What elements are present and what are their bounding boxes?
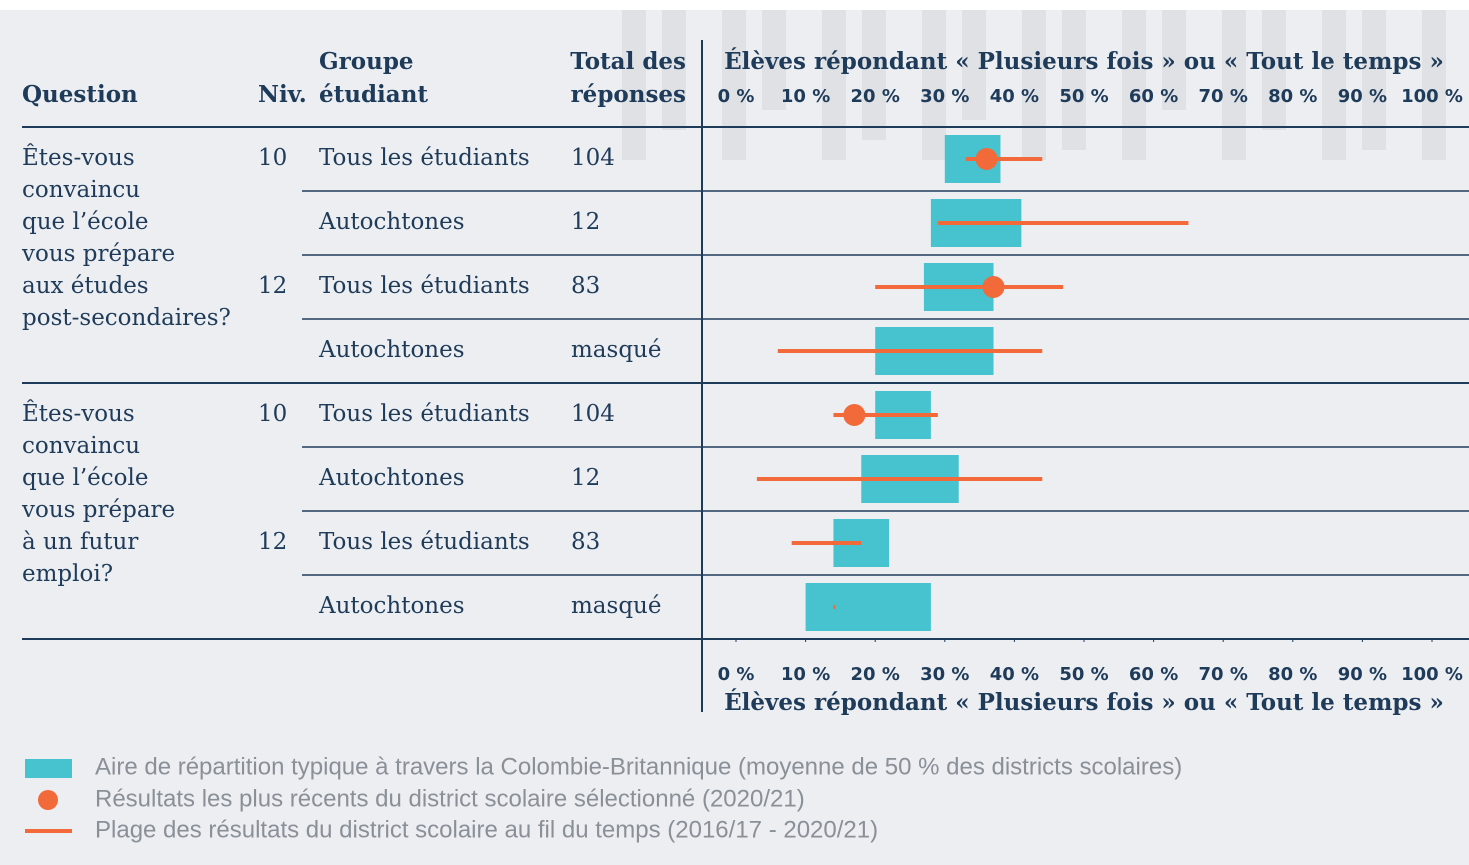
x-tick-label: 20 % [851, 664, 900, 685]
x-tick-label: 60 % [1129, 664, 1178, 685]
question-text: Êtes-vous [22, 144, 135, 171]
decoration [622, 10, 1446, 160]
x-tick-label: 50 % [1059, 664, 1108, 685]
range [937, 221, 1189, 225]
range [833, 605, 836, 609]
total: masqué [571, 337, 661, 363]
dot [843, 404, 866, 426]
question-text: vous prépare [21, 497, 175, 523]
total: 104 [571, 145, 615, 171]
question-text: vous prépare [21, 241, 175, 267]
header-total: réponses [571, 81, 686, 108]
group-name: Autochtones [318, 593, 465, 619]
x-tick-label: 60 % [1129, 86, 1178, 107]
group-name: Tous les étudiants [319, 401, 530, 427]
question-text: post-secondaires? [22, 305, 231, 331]
header-question: Question [22, 81, 138, 108]
x-tick-label: 10 % [781, 86, 830, 107]
question-text: emploi? [22, 561, 113, 587]
x-tick-label: 100 % [1401, 86, 1463, 107]
group-name: Autochtones [318, 337, 465, 363]
question-text: convaincu [22, 433, 140, 459]
x-tick-label: 90 % [1338, 664, 1387, 685]
axis-title: Élèves répondant « Plusieurs fois » ou «… [724, 689, 1444, 716]
total: masqué [571, 593, 661, 619]
question-text: aux études [22, 273, 149, 299]
legend-swatch [25, 759, 72, 778]
x-tick-label: 50 % [1059, 86, 1108, 107]
dot [975, 148, 998, 170]
x-tick-label: 20 % [851, 86, 900, 107]
legend-label: Aire de répartition typique à travers la… [95, 753, 1182, 780]
x-tick-label: 70 % [1199, 86, 1248, 107]
box [805, 583, 931, 631]
legend-label: Plage des résultats du district scolaire… [95, 816, 878, 843]
x-tick-label: 80 % [1268, 664, 1317, 685]
x-tick-label: 70 % [1199, 664, 1248, 685]
x-tick-label: 0 % [718, 86, 755, 107]
x-tick-label: 40 % [990, 86, 1039, 107]
header-total: Total des [570, 48, 686, 75]
x-tick-label: 90 % [1338, 86, 1387, 107]
total: 104 [571, 401, 615, 427]
x-tick-label: 30 % [920, 664, 969, 685]
level: 12 [258, 529, 287, 555]
x-tick-label: 80 % [1268, 86, 1317, 107]
header-level: Niv. [258, 81, 307, 108]
level: 12 [258, 273, 287, 299]
axis-title: Élèves répondant « Plusieurs fois » ou «… [724, 48, 1444, 75]
range [833, 413, 938, 417]
header-group: Groupe [319, 48, 414, 75]
question-text: à un futur [22, 529, 138, 555]
total: 83 [571, 529, 600, 555]
group-name: Tous les étudiants [319, 273, 530, 299]
group-name: Tous les étudiants [319, 145, 530, 171]
group-name: Autochtones [318, 465, 465, 491]
range [777, 349, 1043, 353]
legend-swatch [25, 829, 72, 833]
total: 12 [571, 209, 600, 235]
x-tick-label: 100 % [1401, 664, 1463, 685]
dot [982, 276, 1005, 298]
x-tick-label: 10 % [781, 664, 830, 685]
x-tick-label: 0 % [718, 664, 755, 685]
range [756, 477, 1043, 481]
range [965, 157, 1043, 161]
x-tick-label: 40 % [990, 664, 1039, 685]
header-group: étudiant [319, 81, 428, 108]
level: 10 [258, 145, 287, 171]
group-name: Tous les étudiants [319, 529, 530, 555]
range [875, 285, 1064, 289]
total: 12 [571, 465, 600, 491]
question-text: que l’école [22, 465, 148, 491]
level: 10 [258, 401, 287, 427]
range [791, 541, 862, 545]
x-tick-label: 30 % [920, 86, 969, 107]
question-text: Êtes-vous [22, 400, 135, 427]
group-name: Autochtones [318, 209, 465, 235]
legend-swatch [38, 790, 58, 810]
question-text: que l’école [22, 209, 148, 235]
total: 83 [571, 273, 600, 299]
question-text: convaincu [22, 177, 140, 203]
legend-label: Résultats les plus récents du district s… [95, 785, 805, 812]
